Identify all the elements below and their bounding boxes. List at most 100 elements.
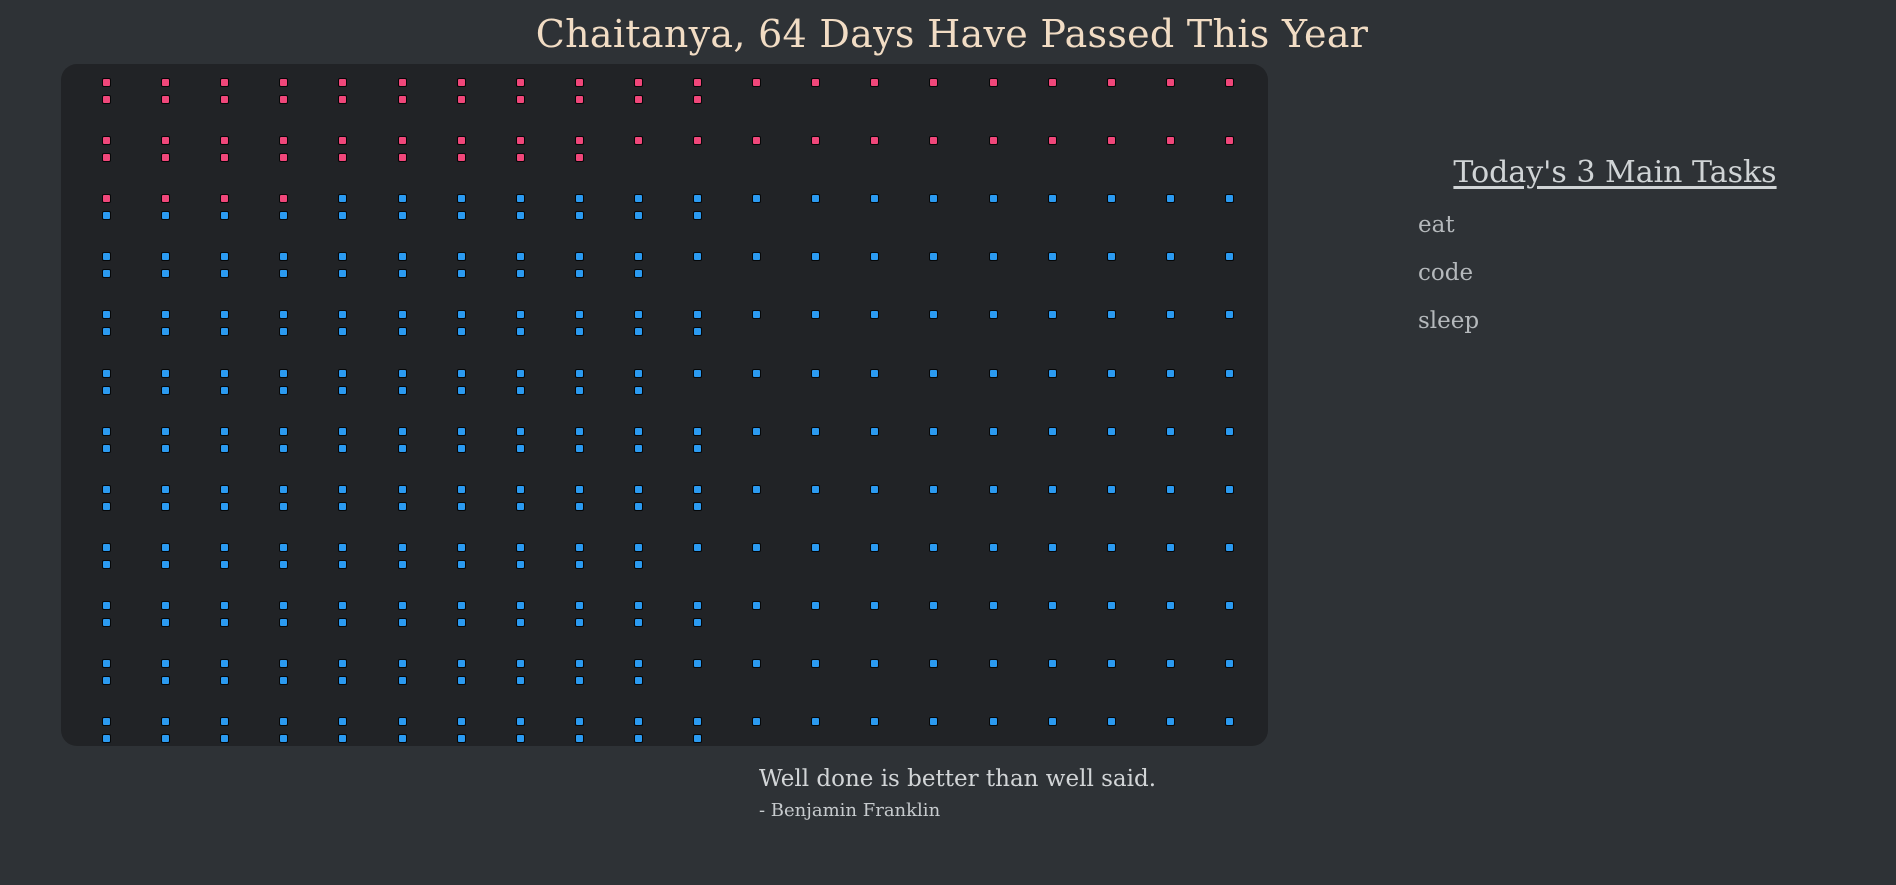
day-dot [693, 617, 702, 627]
day-dot [1224, 426, 1234, 436]
day-dot [574, 153, 584, 163]
day-dot [1047, 194, 1057, 204]
day-dot [1047, 310, 1057, 320]
day-dot [693, 717, 702, 727]
day-dot [1106, 194, 1116, 204]
day-dot [988, 717, 998, 727]
day-dot [633, 211, 643, 221]
day-dot [1224, 368, 1234, 378]
day-dot [1106, 484, 1116, 494]
day-dot [397, 717, 407, 727]
day-dot [515, 676, 525, 685]
day-dot [338, 617, 348, 627]
day-dot [102, 600, 111, 610]
day-dot [1224, 600, 1234, 610]
day-dot [338, 136, 348, 146]
day-dot [929, 252, 939, 262]
day-dot [456, 252, 466, 262]
day-dot [693, 95, 702, 104]
day-dot [279, 310, 289, 320]
day-dot [1165, 717, 1175, 727]
day-dot [1165, 252, 1175, 262]
day-dot [1165, 78, 1175, 87]
day-dot [279, 95, 289, 104]
day-dot [633, 559, 643, 569]
day-dot [279, 501, 289, 511]
day-dot [1106, 252, 1116, 262]
day-dot [102, 136, 111, 146]
day-dot [988, 78, 998, 87]
day-dot [693, 600, 702, 610]
day-dot [456, 600, 466, 610]
day-dot [456, 542, 466, 552]
day-dot [515, 269, 525, 279]
day-dot [161, 484, 171, 494]
day-dot [397, 368, 407, 378]
day-dot [456, 385, 466, 395]
day-dot [338, 211, 348, 221]
day-dot [338, 194, 348, 204]
day-dot [988, 484, 998, 494]
day-dot [456, 310, 466, 320]
day-dot [161, 78, 171, 87]
day-dot [1224, 310, 1234, 320]
day-dot [279, 269, 289, 279]
day-dot [574, 368, 584, 378]
day-dot [220, 95, 230, 104]
day-dot [752, 542, 762, 552]
day-dot [397, 269, 407, 279]
day-dot [1224, 484, 1234, 494]
day-dot [574, 559, 584, 569]
day-dot [456, 484, 466, 494]
day-dot [633, 269, 643, 279]
day-dot [515, 252, 525, 262]
day-dot [752, 484, 762, 494]
day-dot [633, 426, 643, 436]
day-dot [515, 136, 525, 146]
day-dot [397, 211, 407, 221]
day-dot [220, 310, 230, 320]
day-dot [1165, 484, 1175, 494]
day-dot [633, 676, 643, 685]
day-dot [102, 385, 111, 395]
day-dot [811, 426, 821, 436]
day-dot [515, 617, 525, 627]
day-dot [220, 211, 230, 221]
day-dot [161, 153, 171, 163]
day-dot [515, 95, 525, 104]
year-progress-grid [61, 64, 1268, 746]
day-dot [102, 659, 111, 668]
day-dot [633, 194, 643, 204]
day-dot [574, 676, 584, 685]
day-dot [102, 153, 111, 163]
day-dot [811, 310, 821, 320]
day-dot [633, 542, 643, 552]
day-dot [574, 252, 584, 262]
day-dot [338, 443, 348, 453]
day-dot [102, 194, 111, 204]
day-dot [1165, 194, 1175, 204]
day-dot [161, 426, 171, 436]
day-dot [397, 676, 407, 685]
day-dot [811, 136, 821, 146]
day-dot [397, 600, 407, 610]
tasks-heading: Today's 3 Main Tasks [1453, 155, 1777, 190]
day-dot [515, 211, 525, 221]
day-dot [279, 559, 289, 569]
day-dot [574, 484, 584, 494]
day-dot [279, 136, 289, 146]
day-dot [456, 368, 466, 378]
day-dot [220, 385, 230, 395]
day-dot [693, 443, 702, 453]
day-dot [1224, 659, 1234, 668]
day-dot [456, 269, 466, 279]
day-dot [929, 310, 939, 320]
day-dot [633, 310, 643, 320]
day-dot [693, 78, 702, 87]
day-dot [1047, 600, 1057, 610]
day-dot [811, 194, 821, 204]
day-dot [279, 617, 289, 627]
day-dot [574, 385, 584, 395]
day-dot [279, 194, 289, 204]
day-dot [279, 542, 289, 552]
